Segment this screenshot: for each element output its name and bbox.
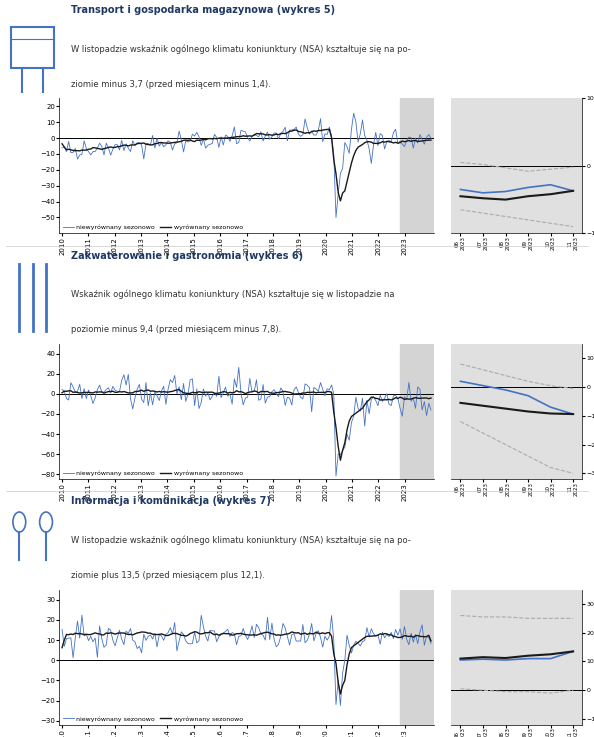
Legend: niewyrównany sezonowo, wyrównany sezonowo: niewyrównany sezonowo, wyrównany sezonow… [62, 470, 243, 476]
Bar [400, 344, 434, 479]
wyrównany sezonowo [191, 627, 198, 636]
niewyrównany sezonowo [357, 130, 364, 139]
niewyrównany sezonowo [58, 144, 65, 153]
niewyrównany sezonowo [277, 383, 285, 392]
niewyrównany sezonowo [333, 213, 340, 222]
Text: ziomie minus 3,7 (przed miesiącem minus 1,4).: ziomie minus 3,7 (przed miesiącem minus … [71, 80, 271, 88]
Bar [400, 590, 434, 724]
niewyrównany sezonowo [235, 363, 242, 371]
niewyrównany sezonowo [270, 385, 277, 394]
niewyrównany sezonowo [357, 407, 364, 416]
wyrównany sezonowo [125, 630, 132, 639]
wyrównany sezonowo [125, 388, 132, 397]
Line: niewyrównany sezonowo: niewyrównany sezonowo [62, 367, 431, 476]
wyrównany sezonowo [125, 142, 132, 150]
Bar [400, 98, 434, 234]
wyrównany sezonowo [58, 388, 65, 397]
wyrównany sezonowo [357, 405, 364, 414]
wyrównany sezonowo [337, 197, 344, 206]
niewyrównany sezonowo [268, 133, 276, 142]
niewyrównany sezonowo [127, 624, 134, 633]
niewyrównany sezonowo [275, 134, 282, 143]
wyrównany sezonowo [58, 643, 65, 652]
Text: Informacja i komunikacja (wykres 7): Informacja i komunikacja (wykres 7) [71, 496, 271, 506]
niewyrównany sezonowo [184, 390, 191, 399]
wyrównany sezonowo [277, 388, 285, 397]
niewyrównany sezonowo [337, 701, 344, 710]
wyrównany sezonowo [165, 631, 172, 640]
niewyrównany sezonowo [165, 385, 172, 394]
wyrównany sezonowo [58, 139, 65, 148]
wyrównany sezonowo [165, 139, 172, 147]
Text: W listopadzie wskaźnik ogólnego klimatu koniunktury (NSA) kształtuje się na po-: W listopadzie wskaźnik ogólnego klimatu … [71, 536, 411, 545]
wyrównany sezonowo [428, 394, 435, 402]
niewyrównany sezonowo [58, 385, 65, 394]
Line: niewyrównany sezonowo: niewyrównany sezonowo [62, 615, 431, 705]
wyrównany sezonowo [428, 637, 435, 646]
wyrównany sezonowo [428, 136, 435, 144]
Line: niewyrównany sezonowo: niewyrównany sezonowo [62, 113, 431, 217]
wyrównany sezonowo [357, 637, 364, 646]
Text: Transport i gospodarka magazynowa (wykres 5): Transport i gospodarka magazynowa (wykre… [71, 5, 336, 15]
wyrównany sezonowo [277, 631, 285, 640]
niewyrównany sezonowo [167, 624, 174, 632]
niewyrównany sezonowo [125, 144, 132, 153]
Line: wyrównany sezonowo: wyrównany sezonowo [62, 632, 431, 694]
wyrównany sezonowo [337, 455, 344, 464]
wyrównany sezonowo [270, 389, 277, 398]
Bar [11, 27, 54, 69]
niewyrównany sezonowo [78, 611, 86, 620]
niewyrównany sezonowo [428, 405, 435, 414]
niewyrównany sezonowo [428, 134, 435, 143]
wyrównany sezonowo [357, 142, 364, 150]
wyrównany sezonowo [176, 385, 183, 394]
niewyrównany sezonowo [357, 642, 364, 651]
Text: Wskaźnik ogólnego klimatu koniunktury (NSA) kształtuje się w listopadzie na: Wskaźnik ogólnego klimatu koniunktury (N… [71, 290, 395, 299]
niewyrównany sezonowo [277, 632, 285, 640]
niewyrównany sezonowo [125, 370, 132, 379]
wyrównany sezonowo [165, 388, 172, 397]
Legend: niewyrównany sezonowo, wyrównany sezonowo: niewyrównany sezonowo, wyrównany sezonow… [62, 225, 243, 230]
niewyrównany sezonowo [333, 472, 340, 481]
wyrównany sezonowo [324, 125, 331, 134]
niewyrównany sezonowo [350, 109, 357, 118]
wyrównany sezonowo [184, 136, 191, 144]
Line: wyrównany sezonowo: wyrównany sezonowo [62, 390, 431, 460]
niewyrównany sezonowo [428, 639, 435, 648]
wyrównany sezonowo [275, 130, 282, 139]
niewyrównany sezonowo [184, 138, 191, 147]
wyrównany sezonowo [337, 690, 344, 699]
niewyrównany sezonowo [58, 625, 65, 634]
Legend: niewyrównany sezonowo, wyrównany sezonowo: niewyrównany sezonowo, wyrównany sezonow… [62, 716, 243, 722]
Line: wyrównany sezonowo: wyrównany sezonowo [62, 130, 431, 201]
wyrównany sezonowo [184, 631, 191, 640]
wyrównany sezonowo [187, 389, 194, 398]
niewyrównany sezonowo [270, 635, 277, 644]
wyrównany sezonowo [268, 130, 276, 139]
Text: poziomie minus 9,4 (przed miesiącem minus 7,8).: poziomie minus 9,4 (przed miesiącem minu… [71, 325, 282, 335]
niewyrównany sezonowo [165, 136, 172, 145]
wyrównany sezonowo [270, 629, 277, 638]
Text: ziomie plus 13,5 (przed miesiącem plus 12,1).: ziomie plus 13,5 (przed miesiącem plus 1… [71, 571, 265, 580]
niewyrównany sezonowo [187, 640, 194, 649]
Text: Zakwaterowanie i gastronomia (wykres 6): Zakwaterowanie i gastronomia (wykres 6) [71, 251, 304, 261]
Text: W listopadzie wskaźnik ogólnego klimatu koniunktury (NSA) kształtuje się na po-: W listopadzie wskaźnik ogólnego klimatu … [71, 44, 411, 54]
